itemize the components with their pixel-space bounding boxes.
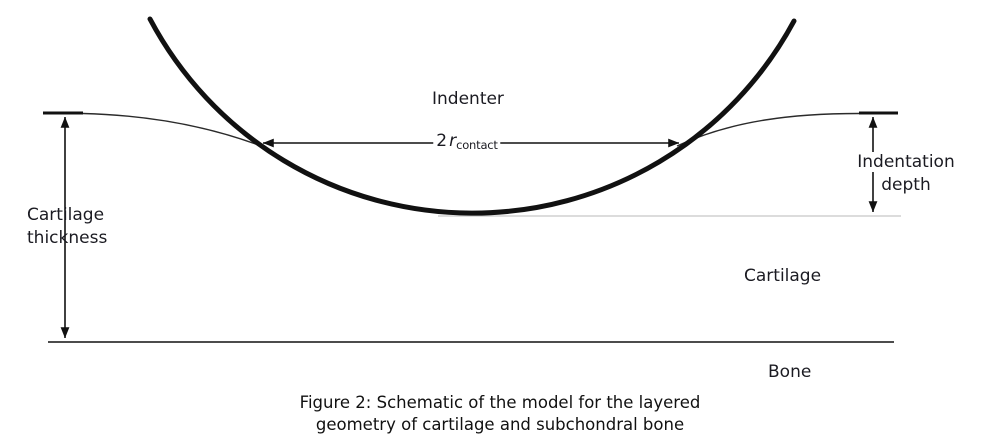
- indenter-label: Indenter: [432, 89, 504, 109]
- indentation-depth-label: Indentation depth: [856, 151, 956, 197]
- cartilage-layer-label: Cartilage: [744, 266, 822, 286]
- cartilage-thickness-label-line1: Cartilage: [27, 205, 105, 225]
- contact-width-label: 2 rcontact: [433, 130, 501, 156]
- bone-layer-label: Bone: [768, 362, 812, 382]
- indentation-depth-label-line1: Indentation: [856, 152, 956, 172]
- contact-width-coefficient: 2: [436, 131, 448, 151]
- cartilage-thickness-label: Cartilage thickness: [27, 204, 107, 250]
- indentation-depth-label-line2: depth: [880, 175, 932, 195]
- cartilage-surface-left: [82, 112, 262, 147]
- indenter-curve: [147, 16, 797, 216]
- contact-width-symbol: r: [449, 131, 457, 151]
- cartilage-thickness-label-line2: thickness: [27, 228, 108, 248]
- figure-caption-line2: geometry of cartilage and subchondral bo…: [315, 414, 685, 434]
- figure-caption: Figure 2: Schematic of the model for the…: [7, 392, 993, 435]
- figure-caption-line1: Figure 2: Schematic of the model for the…: [299, 393, 701, 412]
- contact-width-subscript: contact: [456, 138, 498, 152]
